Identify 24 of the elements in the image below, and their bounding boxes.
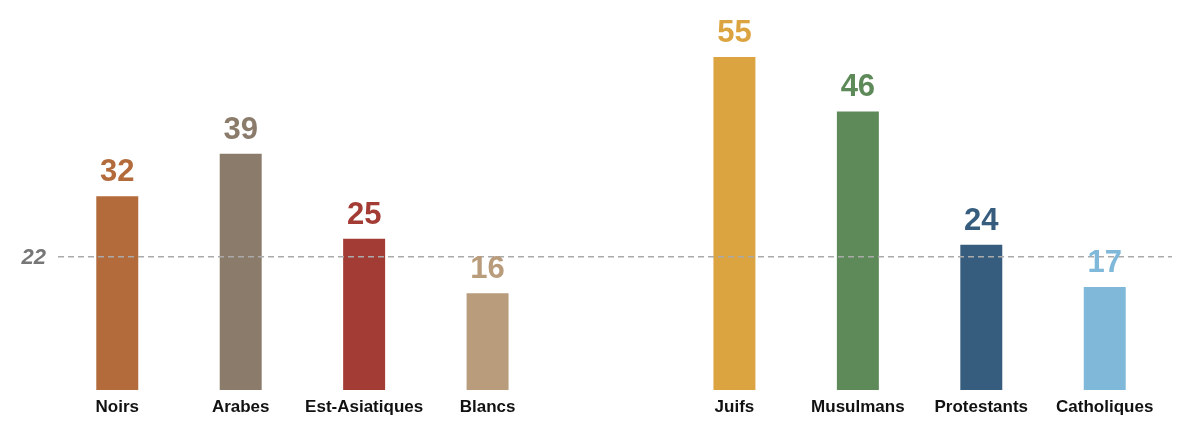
x-tick-label: Noirs xyxy=(95,396,140,416)
bar xyxy=(96,196,139,390)
x-tick-label: Protestants xyxy=(934,396,1029,416)
x-tick-label: Musulmans xyxy=(811,396,905,416)
data-label: 55 xyxy=(717,14,752,49)
x-tick-label: Est-Asiatiques xyxy=(305,396,424,416)
bar xyxy=(219,153,262,390)
x-tick-label: Catholiques xyxy=(1056,396,1154,416)
bar xyxy=(466,293,509,390)
data-label: 32 xyxy=(100,153,135,189)
bar xyxy=(1083,287,1126,390)
x-tick-label: Blancs xyxy=(459,396,516,416)
data-label: 16 xyxy=(470,250,505,286)
ref-line-label: 22 xyxy=(20,243,47,269)
bar xyxy=(960,244,1003,390)
x-tick-label: Juifs xyxy=(714,396,755,416)
bar xyxy=(343,238,386,390)
data-label: 25 xyxy=(346,195,382,231)
data-label: 24 xyxy=(964,201,1000,237)
data-label: 46 xyxy=(840,68,876,104)
x-tick-label: Arabes xyxy=(211,396,270,416)
data-label: 39 xyxy=(223,110,258,146)
bar xyxy=(713,57,756,390)
bar xyxy=(836,111,879,390)
